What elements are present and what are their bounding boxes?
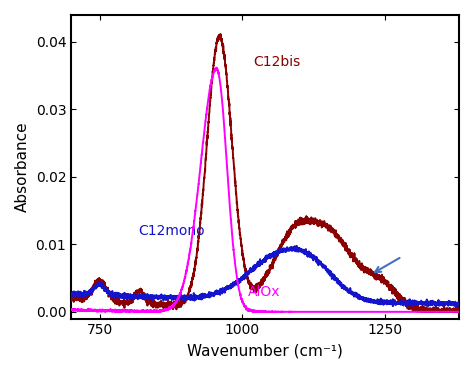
Text: AlOx: AlOx <box>248 285 281 299</box>
Y-axis label: Absorbance: Absorbance <box>15 122 30 212</box>
Text: C12mono: C12mono <box>138 224 205 238</box>
Text: C12bis: C12bis <box>254 55 301 69</box>
X-axis label: Wavenumber (cm⁻¹): Wavenumber (cm⁻¹) <box>187 343 343 358</box>
